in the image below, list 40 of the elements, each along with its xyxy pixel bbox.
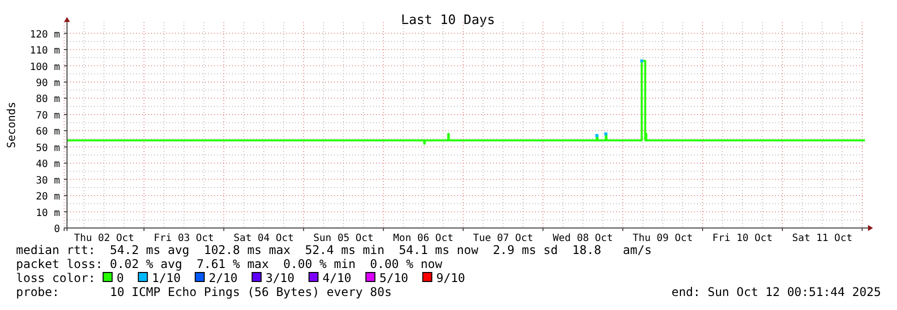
y-tick-label: 20 m [36,192,60,203]
legend-title: loss color: [16,271,96,285]
y-axis-title: Seconds [5,102,18,148]
text: median rtt: 54.2 ms avg 102.8 ms max 52.4 ms min 54.1 ms now 2.9 ms sd 18.8 am/s [16,243,652,257]
chart-title: Last 10 Days [401,13,495,28]
x-tick-label: Wed 08 Oct [552,233,613,244]
y-tick-label: 30 m [36,175,60,186]
y-tick-label: 60 m [36,126,60,138]
y-tick-label: 120 m [30,29,60,40]
legend-label: 3/10 [266,271,295,285]
x-tick-label: Tue 07 Oct [472,233,534,244]
text: packet loss: 0.02 % avg 7.61 % max 0.00 % min 0.00 % now [16,257,444,271]
x-tick-label: Thu 09 Oct [632,233,693,244]
x-tick-label: Sat 04 Oct [234,233,294,244]
legend-label: 5/10 [379,271,408,285]
legend-label: 9/10 [436,271,466,285]
point [604,132,608,136]
y-tick-label: 110 m [30,46,60,57]
y-tick-label: 10 m [36,208,60,219]
legend-label: 0 [116,271,124,285]
text: probe: 10 ICMP Echo Pings (56 Bytes) every 80s [16,285,392,299]
x-tick-label: Fri 10 Oct [712,233,773,244]
y-tick-label: 50 m [36,142,60,154]
x-tick-label: Thu 02 Oct [74,233,134,244]
y-tick-label: 100 m [30,62,60,73]
point [595,134,598,138]
x-tick-label: Fri 03 Oct [154,233,214,244]
y-tick-label: 40 m [36,159,60,170]
y-tick-label: 70 m [36,110,60,122]
x-tick-label: Mon 06 Oct [393,233,454,244]
legend-label: 2/10 [208,271,238,285]
legend-label: 1/10 [152,271,181,285]
y-tick-label: 90 m [36,78,60,90]
y-tick-label: 0 [54,224,60,235]
y-tick-label: 80 m [36,94,60,106]
x-tick-label: Sat 11 Oct [792,233,852,244]
text: end: Sun Oct 12 00:51:44 2025 [671,285,881,299]
legend-label: 4/10 [322,271,352,285]
point [640,59,644,62]
x-tick-label: Sun 05 Oct [313,233,374,244]
